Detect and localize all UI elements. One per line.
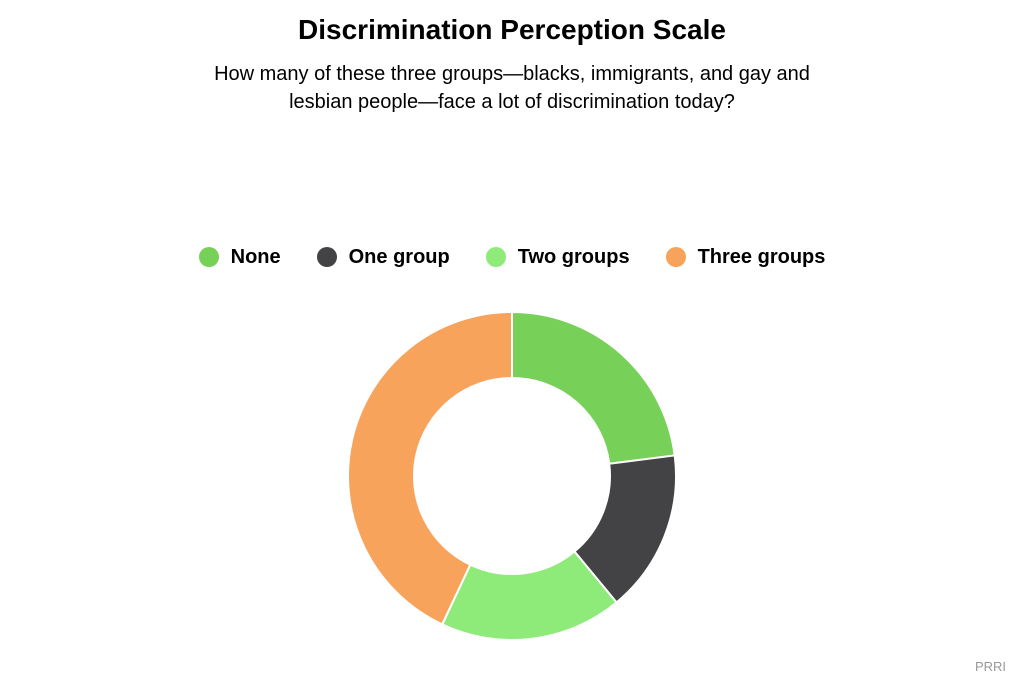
legend-label-two-groups: Two groups <box>517 246 630 268</box>
legend-label-three-groups: Three groups <box>697 246 826 268</box>
legend-label-none: None <box>230 246 281 268</box>
chart-legend: None One group Two groups Three groups <box>0 244 1024 270</box>
chart-title: Discrimination Perception Scale <box>298 14 726 45</box>
legend-item-three-groups[interactable]: Three groups <box>665 244 826 270</box>
donut-slice-none[interactable] <box>511 311 676 465</box>
legend-item-none[interactable]: None <box>198 244 281 270</box>
legend-swatch-three-groups <box>665 247 686 267</box>
donut-slice-three-groups[interactable] <box>347 311 513 626</box>
legend-item-two-groups[interactable]: Two groups <box>485 244 630 270</box>
source-credit: PRRI <box>974 659 1006 674</box>
chart-subtitle: How many of these three groups—blacks, i… <box>214 63 810 113</box>
legend-swatch-none <box>198 247 219 267</box>
legend-item-one-group[interactable]: One group <box>316 244 450 270</box>
legend-swatch-two-groups <box>485 247 506 267</box>
legend-label-one-group: One group <box>348 246 450 268</box>
legend-swatch-one-group <box>316 247 337 267</box>
